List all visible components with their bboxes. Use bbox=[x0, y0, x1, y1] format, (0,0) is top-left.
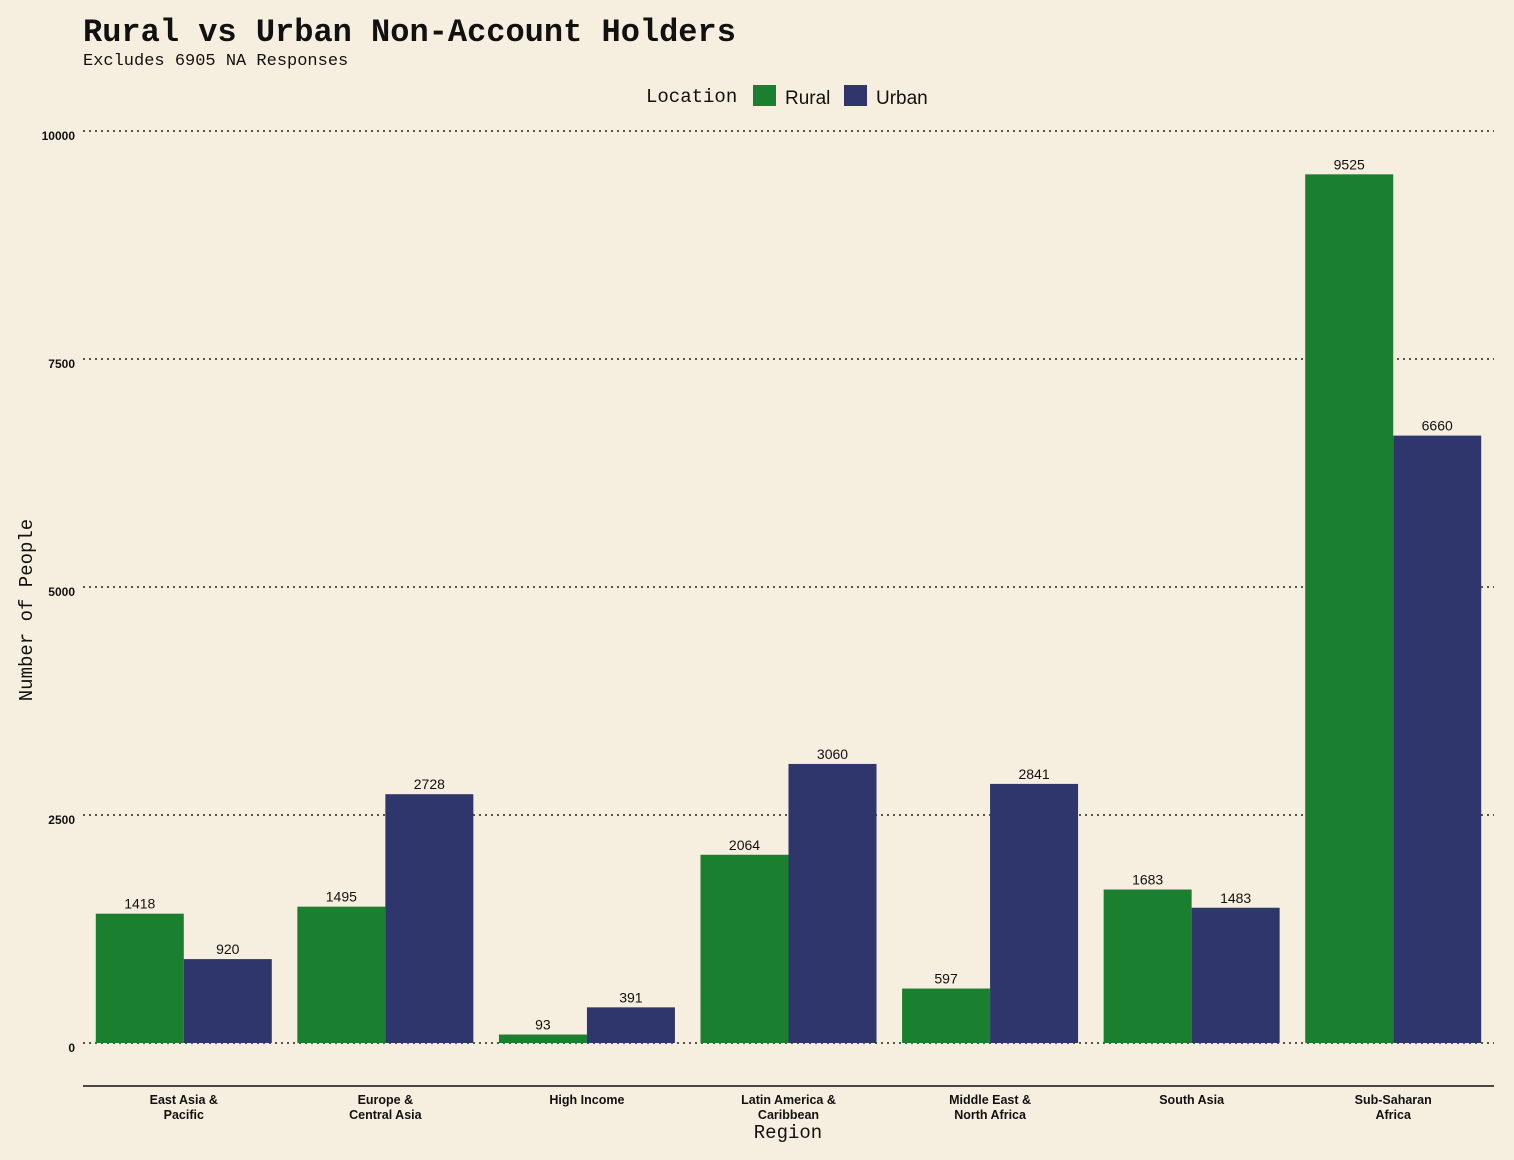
legend-label-rural: Rural bbox=[785, 88, 830, 109]
chart-title: Rural vs Urban Non-Account Holders bbox=[83, 14, 736, 51]
legend-swatch-rural bbox=[753, 85, 776, 106]
legend-label-urban: Urban bbox=[876, 88, 928, 109]
legend: Location Rural Urban bbox=[646, 85, 928, 109]
x-tick-label: South Asia bbox=[1159, 1093, 1225, 1107]
bar-rural bbox=[297, 906, 386, 1043]
bar-rural bbox=[700, 854, 789, 1043]
x-tick-label: High Income bbox=[549, 1093, 624, 1107]
bar-rural bbox=[498, 1034, 587, 1043]
bar-rural bbox=[1305, 174, 1394, 1043]
legend-title: Location bbox=[646, 86, 737, 108]
bar-urban bbox=[1191, 907, 1280, 1043]
y-axis-ticks: 0 2500 5000 7500 10000 bbox=[42, 129, 76, 1055]
bar-labels: 1418 920 1495 2728 93 391 2064 3060 597 2841 1683 1… bbox=[124, 156, 1453, 1032]
x-axis-ticks: East Asia & Pacific Europe & Central Asia Hi… bbox=[150, 1093, 1432, 1122]
y-axis-title: Number of People bbox=[16, 519, 38, 701]
bar-value-label: 93 bbox=[535, 1017, 551, 1033]
bar-value-label: 1483 bbox=[1220, 890, 1251, 906]
bar-rural bbox=[902, 988, 991, 1043]
y-tick-label: 7500 bbox=[48, 357, 75, 371]
y-tick-label: 2500 bbox=[48, 813, 75, 827]
x-tick-label: Middle East & North Africa bbox=[949, 1093, 1031, 1122]
bar-value-label: 3060 bbox=[817, 746, 848, 762]
x-tick-label: Europe & Central Asia bbox=[349, 1093, 423, 1122]
bar-urban bbox=[385, 794, 474, 1043]
bar-value-label: 2728 bbox=[414, 776, 445, 792]
y-tick-label: 10000 bbox=[42, 129, 76, 143]
bar-value-label: 2064 bbox=[729, 837, 760, 853]
bar-urban bbox=[586, 1007, 675, 1043]
bar-value-label: 597 bbox=[934, 971, 958, 987]
bar-value-label: 391 bbox=[619, 989, 643, 1005]
bar-rural bbox=[1103, 889, 1192, 1043]
bar-urban bbox=[990, 783, 1079, 1043]
chart-subtitle: Excludes 6905 NA Responses bbox=[83, 52, 348, 71]
bar-urban bbox=[183, 959, 272, 1043]
bar-urban bbox=[1393, 435, 1482, 1043]
y-tick-label: 5000 bbox=[48, 585, 75, 599]
bar-urban bbox=[788, 763, 877, 1043]
legend-swatch-urban bbox=[844, 85, 867, 106]
x-axis-title: Region bbox=[754, 1122, 822, 1144]
bar-value-label: 1418 bbox=[124, 896, 155, 912]
bar-value-label: 2841 bbox=[1018, 766, 1049, 782]
x-tick-label: Sub-Saharan Africa bbox=[1355, 1093, 1432, 1122]
bar-value-label: 1495 bbox=[326, 889, 357, 905]
bar-value-label: 9525 bbox=[1334, 156, 1365, 172]
y-tick-label: 0 bbox=[68, 1041, 75, 1055]
bar-rural bbox=[95, 913, 184, 1043]
bar-value-label: 920 bbox=[216, 941, 240, 957]
bar-value-label: 6660 bbox=[1422, 418, 1453, 434]
bar-value-label: 1683 bbox=[1132, 872, 1163, 888]
x-tick-label: East Asia & Pacific bbox=[150, 1093, 218, 1122]
bars bbox=[95, 174, 1482, 1043]
x-tick-label: Latin America & Caribbean bbox=[741, 1093, 836, 1122]
